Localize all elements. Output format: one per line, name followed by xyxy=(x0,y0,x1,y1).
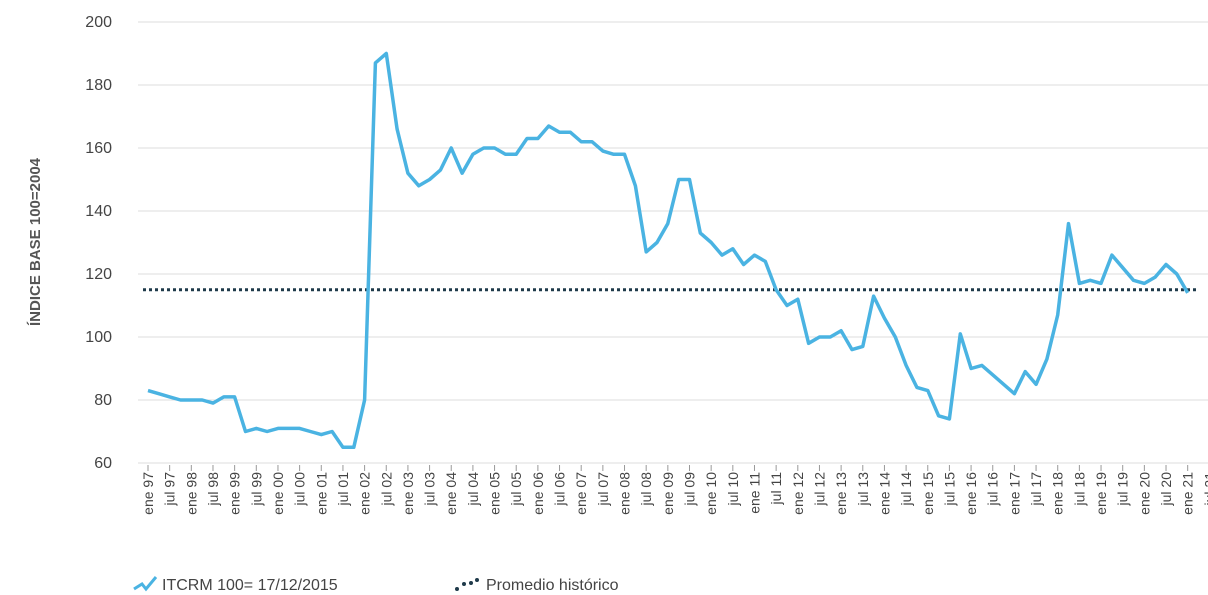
x-tick-label: ene 08 xyxy=(617,472,633,515)
x-tick-label: ene 21 xyxy=(1180,472,1196,515)
x-tick-label: ene 13 xyxy=(833,472,849,515)
x-tick-label: jul 10 xyxy=(725,472,741,507)
x-tick-label: ene 14 xyxy=(876,472,892,515)
x-tick-label: ene 02 xyxy=(357,472,373,515)
x-tick-label: jul 99 xyxy=(248,472,264,507)
legend-label: Promedio histórico xyxy=(486,577,619,594)
x-tick-label: jul 17 xyxy=(1028,472,1044,507)
x-tick-label: jul 06 xyxy=(552,472,568,507)
legend-icon xyxy=(475,578,479,582)
x-tick-label: jul 03 xyxy=(422,472,438,507)
x-tick-label: jul 14 xyxy=(898,472,914,507)
legend-label: ITCRM 100= 17/12/2015 xyxy=(162,577,338,594)
x-tick-label: ene 01 xyxy=(313,472,329,515)
x-tick-label: jul 13 xyxy=(855,472,871,507)
x-tick-label: ene 04 xyxy=(443,472,459,515)
legend-icon xyxy=(455,587,459,591)
x-tick-label: ene 03 xyxy=(400,472,416,515)
x-tick-label: ene 07 xyxy=(573,472,589,515)
x-tick-label: jul 12 xyxy=(811,472,827,507)
x-tick-label: jul 00 xyxy=(292,472,308,507)
x-tick-label: ene 20 xyxy=(1136,472,1152,515)
y-tick-label: 120 xyxy=(85,266,112,283)
x-tick-label: jul 04 xyxy=(465,472,481,507)
x-tick-label: jul 19 xyxy=(1115,472,1131,507)
y-tick-label: 180 xyxy=(85,77,112,94)
x-tick-label: jul 02 xyxy=(378,472,394,507)
x-tick-label: ene 15 xyxy=(920,472,936,515)
legend-icon xyxy=(133,576,158,592)
x-tick-label: ene 17 xyxy=(1006,472,1022,515)
x-tick-label: jul 98 xyxy=(205,472,221,507)
x-tick-label: jul 08 xyxy=(638,472,654,507)
x-tick-label: ene 18 xyxy=(1050,472,1066,515)
y-tick-label: 200 xyxy=(85,14,112,31)
x-tick-label: jul 07 xyxy=(595,472,611,507)
x-tick-label: jul 05 xyxy=(508,472,524,507)
x-tick-label: jul 20 xyxy=(1158,472,1174,507)
x-tick-label: ene 09 xyxy=(660,472,676,515)
x-tick-label: ene 16 xyxy=(963,472,979,515)
x-tick-label: jul 97 xyxy=(162,472,178,507)
x-tick-label: jul 11 xyxy=(768,472,784,506)
x-tick-label: ene 06 xyxy=(530,472,546,515)
x-tick-label: jul 01 xyxy=(335,472,351,507)
x-tick-label: ene 11 xyxy=(746,472,762,514)
x-tick-label: jul 09 xyxy=(682,472,698,507)
x-tick-label: jul 18 xyxy=(1071,472,1087,507)
x-tick-label: ene 97 xyxy=(140,472,156,515)
x-tick-label: jul 16 xyxy=(985,472,1001,507)
y-tick-label: 100 xyxy=(85,329,112,346)
x-tick-label: ene 10 xyxy=(703,472,719,515)
x-tick-label: ene 05 xyxy=(487,472,503,515)
x-tick-label: ene 98 xyxy=(183,472,199,515)
x-tick-label: ene 99 xyxy=(227,472,243,515)
y-axis-label: ÍNDICE BASE 100=2004 xyxy=(27,157,44,326)
y-tick-label: 60 xyxy=(94,455,112,472)
x-tick-label: ene 00 xyxy=(270,472,286,515)
legend-icon xyxy=(462,582,466,586)
legend-icon xyxy=(469,581,473,585)
y-tick-label: 140 xyxy=(85,203,112,220)
line-series xyxy=(147,51,1190,450)
y-tick-label: 80 xyxy=(94,392,112,409)
x-tick-label: ene 19 xyxy=(1093,472,1109,515)
x-tick-label: jul 21 xyxy=(1201,472,1208,507)
x-tick-label: jul 15 xyxy=(941,472,957,507)
y-tick-label: 160 xyxy=(85,140,112,157)
x-tick-label: ene 12 xyxy=(790,472,806,515)
